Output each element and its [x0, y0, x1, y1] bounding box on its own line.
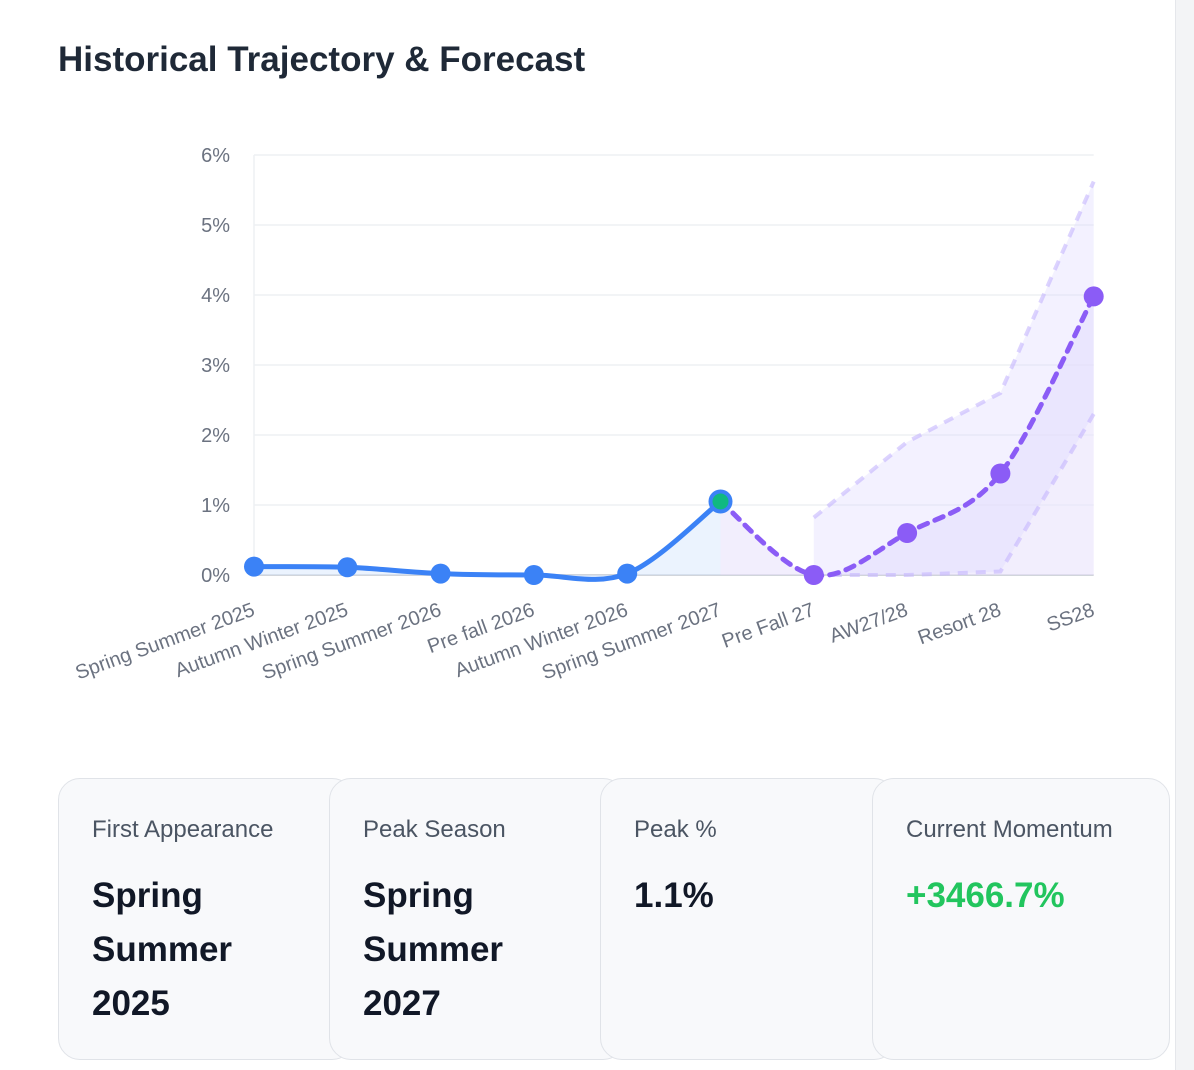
card-label: First Appearance: [92, 816, 274, 843]
y-tick-label: 1%: [201, 495, 230, 517]
card-label: Peak %: [634, 816, 717, 843]
chart-areas: [254, 181, 1094, 580]
scrollbar-track[interactable]: [1175, 0, 1194, 1070]
trajectory-chart: 0% 1% 2% 3% 4% 5% 6% Spring Summer 2025Autumn …: [73, 145, 1104, 684]
current-momentum-card: Current Momentum +3466.7%: [872, 778, 1170, 1060]
historical-area: [254, 501, 721, 580]
forecast-point: [803, 565, 824, 585]
forecast-band: [813, 181, 1094, 575]
x-tick-label: Pre Fall 27: [719, 599, 817, 653]
forecast-point: [1083, 286, 1104, 307]
forecast-point: [990, 463, 1011, 484]
y-tick-label: 2%: [201, 425, 230, 447]
forecast-upper-bound: [812, 180, 1096, 520]
peak-season-card: Peak Season Spring Summer 2027: [329, 778, 625, 1060]
card-value: 1.1%: [634, 876, 714, 915]
forecast-lower-bound: [813, 412, 1096, 577]
chart-title: Historical Trajectory & Forecast: [58, 40, 586, 79]
y-tick-label: 0%: [201, 565, 230, 587]
historical-point: [430, 563, 451, 584]
y-tick-label: 5%: [201, 215, 230, 237]
first-appearance-card: First Appearance Spring Summer 2025: [58, 778, 354, 1060]
card-value: Spring Summer 2025: [92, 876, 233, 1023]
stats-cards: First Appearance Spring Summer 2025 Peak…: [58, 778, 1172, 1062]
y-axis-ticks: 0% 1% 2% 3% 4% 5% 6%: [201, 145, 230, 587]
card-label: Current Momentum: [906, 816, 1113, 843]
historical-point: [523, 565, 544, 585]
y-tick-label: 6%: [201, 145, 230, 167]
y-tick-label: 4%: [201, 285, 230, 307]
card-value: Spring Summer 2027: [363, 876, 504, 1023]
y-tick-label: 3%: [201, 355, 230, 377]
x-tick-label: SS28: [1044, 599, 1098, 636]
peak-point: [712, 493, 729, 510]
historical-point: [617, 563, 638, 584]
forecast-point: [897, 523, 918, 543]
historical-point: [337, 557, 358, 578]
forecast-area: [720, 296, 1094, 576]
chart-points: [244, 286, 1104, 585]
x-tick-label: Resort 28: [915, 599, 1004, 649]
historical-point: [244, 556, 264, 577]
card-label: Peak Season: [363, 816, 506, 843]
card-value: +3466.7%: [906, 876, 1065, 915]
peak-percent-card: Peak % 1.1%: [600, 778, 896, 1060]
x-tick-label: AW27/28: [827, 599, 911, 648]
